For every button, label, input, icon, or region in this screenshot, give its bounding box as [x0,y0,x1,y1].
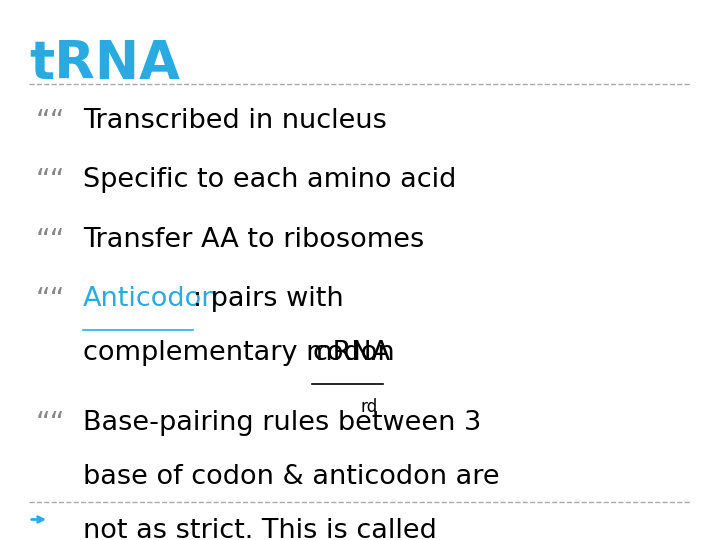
Text: tRNA: tRNA [29,38,180,90]
Text: ““: ““ [36,410,66,438]
Text: ““: ““ [36,286,66,314]
Text: ““: ““ [36,108,66,136]
Text: codon: codon [312,340,395,366]
Text: base of codon & anticodon are: base of codon & anticodon are [83,464,500,490]
Text: complementary mRNA: complementary mRNA [83,340,399,366]
Text: Anticodon: Anticodon [83,286,220,312]
Text: Specific to each amino acid: Specific to each amino acid [83,167,456,193]
Text: rd: rd [360,398,377,416]
Text: Base-pairing rules between 3: Base-pairing rules between 3 [83,410,481,436]
Text: ““: ““ [36,227,66,255]
Text: Transcribed in nucleus: Transcribed in nucleus [83,108,387,134]
Text: ““: ““ [36,167,66,195]
Text: Transfer AA to ribosomes: Transfer AA to ribosomes [83,227,424,253]
Text: : pairs with: : pairs with [193,286,343,312]
Text: not as strict. This is called: not as strict. This is called [83,518,436,540]
